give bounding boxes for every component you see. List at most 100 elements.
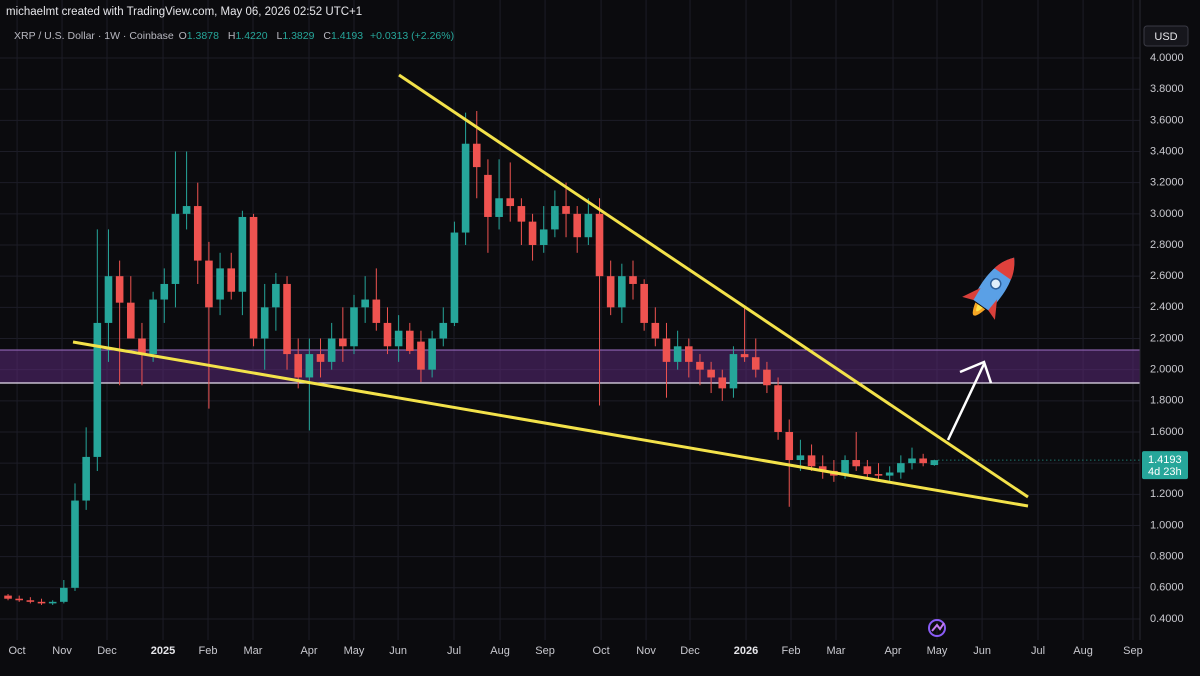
- x-tick-label: Dec: [680, 645, 700, 657]
- last-price-box: [1142, 451, 1188, 480]
- candle-body: [283, 283, 291, 355]
- candle-body: [774, 385, 782, 432]
- x-tick-label: Mar: [827, 645, 846, 657]
- y-tick-label: 1.0000: [1150, 519, 1184, 531]
- candle-body: [919, 458, 927, 464]
- candle-body: [350, 307, 358, 347]
- candle-body: [405, 330, 414, 351]
- candle-body: [818, 466, 827, 471]
- x-tick-label: Jun: [973, 645, 991, 657]
- candle-body: [361, 299, 369, 308]
- candle-body: [260, 307, 269, 339]
- candle-body: [450, 232, 459, 323]
- candle-body: [171, 213, 180, 284]
- candle-body: [673, 346, 682, 362]
- candle-body: [126, 302, 135, 339]
- x-tick-label: Sep: [535, 645, 555, 657]
- x-tick-label: Apr: [884, 645, 901, 657]
- candle-body: [104, 276, 113, 323]
- candle-body: [707, 369, 715, 378]
- candle-body: [216, 268, 224, 300]
- legend-value: 1.3829: [282, 30, 315, 42]
- grid: [0, 0, 1140, 640]
- candle-body: [763, 369, 771, 386]
- candle-body: [606, 276, 615, 308]
- candle-body: [428, 338, 436, 370]
- candle-body: [339, 338, 347, 347]
- candle-body: [439, 322, 448, 339]
- currency: USD: [1154, 31, 1177, 43]
- candle-body: [37, 601, 46, 604]
- countdown: 4d 23h: [1148, 466, 1182, 478]
- candle-body: [71, 500, 79, 588]
- candle-body: [751, 357, 760, 370]
- x-tick-label: Nov: [636, 645, 656, 657]
- x-tick-label: Aug: [490, 645, 510, 657]
- candle-body: [796, 455, 805, 461]
- candle-body: [807, 455, 816, 467]
- candle-body: [48, 601, 57, 604]
- candle-body: [740, 354, 749, 358]
- rocket: [962, 257, 1015, 320]
- candle-body: [841, 460, 849, 476]
- x-tick-label: May: [927, 645, 948, 657]
- candle-body: [684, 346, 693, 362]
- candle-body: [26, 600, 35, 602]
- legend: XRP / U.S. Dollar · 1W · Coinbase O1.387…: [14, 30, 458, 42]
- candle-body: [294, 354, 302, 378]
- y-tick-label: 2.8000: [1150, 239, 1184, 251]
- candle-body: [484, 174, 492, 217]
- candles: [4, 111, 1140, 605]
- candle-body: [718, 377, 727, 389]
- x-tick-label: 2025: [151, 645, 175, 657]
- x-tick-label: Aug: [1073, 645, 1093, 657]
- candle-body: [316, 354, 325, 362]
- x-tick-label: Sep: [1123, 645, 1143, 657]
- x-tick-label: 2026: [734, 645, 758, 657]
- y-tick-label: 0.8000: [1150, 551, 1184, 563]
- y-tick-label: 3.6000: [1150, 114, 1184, 126]
- candle-body: [539, 229, 548, 246]
- candle-body: [852, 460, 860, 467]
- y-tick-label: 0.6000: [1150, 582, 1184, 594]
- legend-key: H: [227, 30, 236, 42]
- candle-body: [160, 283, 169, 300]
- legend-value: 1.3878: [186, 30, 219, 42]
- y-tick-label: 1.6000: [1150, 426, 1184, 438]
- lower-trendline: [72, 340, 1029, 508]
- candle-body: [115, 276, 124, 303]
- candle-body: [138, 338, 146, 355]
- candle-body: [327, 338, 336, 362]
- x-tick-label: Feb: [199, 645, 218, 657]
- candle-body: [4, 595, 12, 599]
- legend-value: 1.4193: [330, 30, 364, 42]
- x-tick-label: Apr: [300, 645, 317, 657]
- y-tick-label: 1.2000: [1150, 488, 1184, 500]
- candle-body: [227, 268, 236, 292]
- y-tick-label: 3.8000: [1150, 83, 1184, 95]
- candle-body: [729, 354, 738, 389]
- y-tick-label: 2.2000: [1150, 332, 1184, 344]
- y-tick-label: 3.4000: [1150, 145, 1184, 157]
- x-tick-label: Oct: [593, 645, 610, 657]
- candle-body: [885, 472, 894, 476]
- x-tick-label: Mar: [244, 645, 263, 657]
- candle-body: [417, 341, 425, 370]
- candle-body: [640, 283, 648, 323]
- currency-box: [1143, 25, 1189, 47]
- x-tick-label: Jul: [1031, 645, 1045, 657]
- candle-body: [383, 322, 392, 347]
- candle-body: [372, 299, 381, 323]
- candle-body: [897, 463, 905, 473]
- candle-body: [908, 458, 916, 464]
- x-tick-label: Jul: [447, 645, 461, 657]
- tv-logo: [928, 619, 946, 637]
- candle-body: [82, 456, 90, 501]
- arrow: [946, 360, 993, 441]
- candle-body: [93, 322, 102, 457]
- candle-body: [193, 206, 202, 261]
- y-tick-label: 0.4000: [1150, 613, 1184, 625]
- x-tick-label: Jun: [389, 645, 407, 657]
- candle-body: [562, 206, 570, 214]
